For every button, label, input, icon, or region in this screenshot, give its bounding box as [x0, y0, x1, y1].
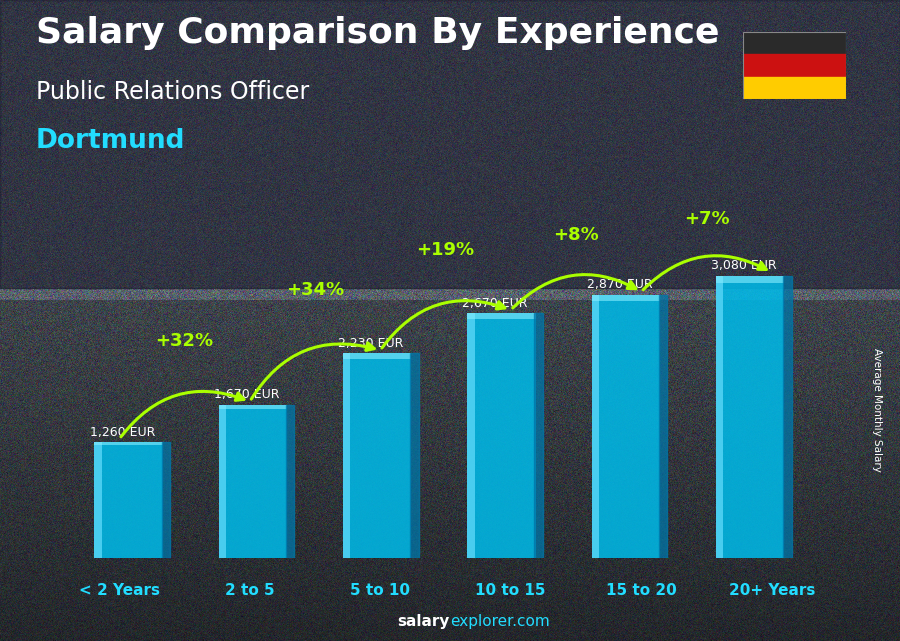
Text: 2,230 EUR: 2,230 EUR — [338, 337, 403, 350]
Bar — [219, 404, 226, 558]
Text: 15 to 20: 15 to 20 — [606, 583, 677, 598]
Bar — [716, 276, 724, 558]
Text: +8%: +8% — [554, 226, 598, 244]
Text: explorer.com: explorer.com — [450, 614, 550, 629]
Text: +7%: +7% — [684, 210, 729, 228]
Bar — [742, 32, 846, 54]
FancyBboxPatch shape — [535, 313, 543, 558]
Bar — [467, 313, 536, 558]
Bar — [742, 54, 846, 77]
Text: +34%: +34% — [286, 281, 344, 299]
Text: 1,260 EUR: 1,260 EUR — [90, 426, 155, 438]
Text: 3,080 EUR: 3,080 EUR — [711, 259, 777, 272]
Bar — [467, 313, 536, 319]
FancyBboxPatch shape — [286, 404, 294, 558]
Text: Dortmund: Dortmund — [36, 128, 185, 154]
Bar — [94, 442, 163, 558]
Bar — [591, 295, 660, 301]
Bar — [343, 353, 411, 358]
Bar — [343, 353, 350, 558]
Bar — [94, 442, 163, 445]
Text: +19%: +19% — [417, 240, 474, 259]
FancyBboxPatch shape — [659, 295, 668, 558]
Bar — [742, 77, 846, 99]
Bar — [716, 276, 784, 283]
FancyBboxPatch shape — [161, 442, 170, 558]
Text: +32%: +32% — [156, 332, 213, 350]
Text: 2,870 EUR: 2,870 EUR — [587, 278, 652, 291]
Text: 5 to 10: 5 to 10 — [350, 583, 410, 598]
Bar — [343, 353, 411, 558]
Text: < 2 Years: < 2 Years — [79, 583, 160, 598]
Text: 2 to 5: 2 to 5 — [225, 583, 274, 598]
Bar — [591, 295, 660, 558]
Text: 1,670 EUR: 1,670 EUR — [214, 388, 279, 401]
FancyBboxPatch shape — [410, 353, 419, 558]
Text: Salary Comparison By Experience: Salary Comparison By Experience — [36, 16, 719, 50]
Bar — [716, 276, 784, 558]
Text: 20+ Years: 20+ Years — [729, 583, 814, 598]
Text: 2,670 EUR: 2,670 EUR — [463, 297, 528, 310]
Text: 10 to 15: 10 to 15 — [475, 583, 546, 598]
Bar — [591, 295, 599, 558]
Bar — [219, 404, 287, 408]
Text: Public Relations Officer: Public Relations Officer — [36, 80, 310, 104]
FancyBboxPatch shape — [783, 276, 792, 558]
Text: Average Monthly Salary: Average Monthly Salary — [872, 348, 883, 472]
Text: salary: salary — [398, 614, 450, 629]
Bar — [219, 404, 287, 558]
Bar — [94, 442, 102, 558]
Bar — [467, 313, 474, 558]
